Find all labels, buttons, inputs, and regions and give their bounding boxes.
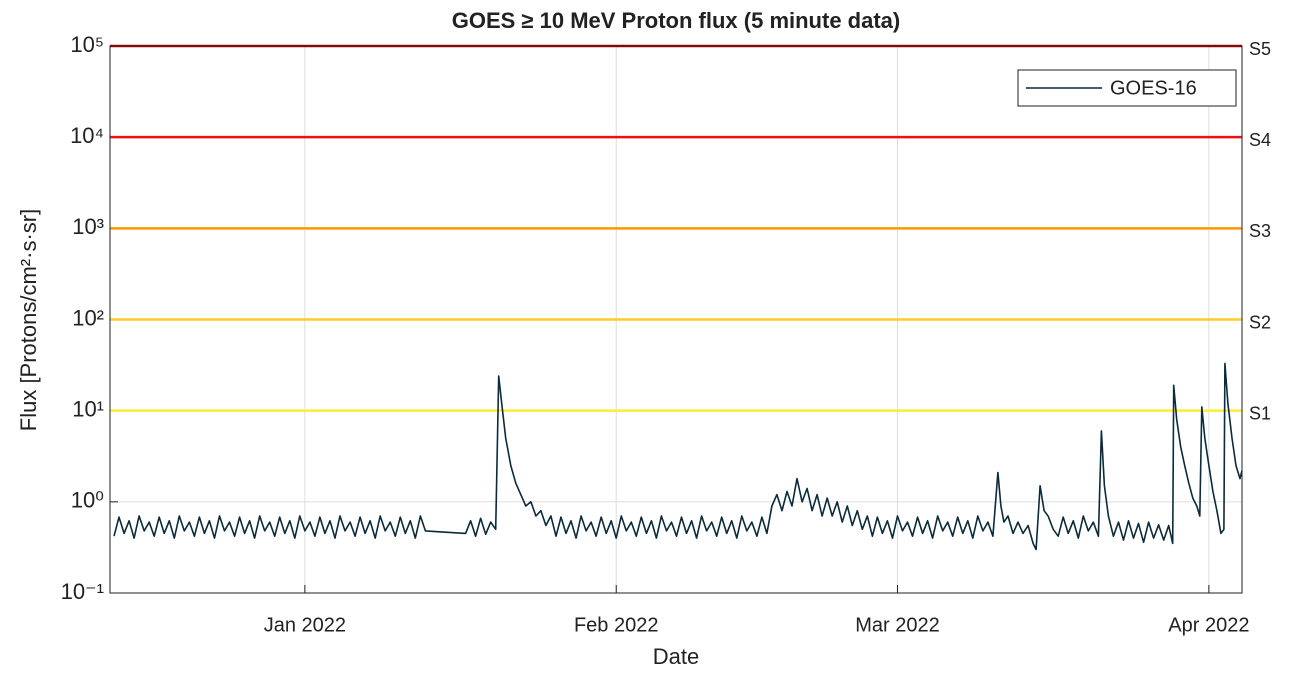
threshold-label: S5 bbox=[1249, 39, 1271, 59]
x-axis-label: Date bbox=[653, 644, 699, 669]
y-tick-label: 10¹ bbox=[72, 396, 104, 421]
y-tick-label: 10⁵ bbox=[70, 32, 104, 57]
x-tick-label: Jan 2022 bbox=[264, 614, 346, 636]
y-tick-label: 10⁴ bbox=[70, 123, 104, 148]
x-tick-label: Apr 2022 bbox=[1168, 614, 1249, 636]
threshold-label: S1 bbox=[1249, 403, 1271, 423]
x-tick-label: Feb 2022 bbox=[574, 614, 659, 636]
legend-label: GOES-16 bbox=[1110, 77, 1197, 99]
x-tick-label: Mar 2022 bbox=[855, 614, 940, 636]
y-tick-label: 10⁰ bbox=[71, 488, 104, 513]
y-tick-label: 10³ bbox=[72, 214, 104, 239]
plot-frame bbox=[109, 45, 1243, 594]
y-tick-label: 10⁻¹ bbox=[61, 579, 104, 604]
data-line bbox=[113, 362, 1243, 551]
threshold-label: S2 bbox=[1249, 312, 1271, 332]
threshold-label: S4 bbox=[1249, 130, 1271, 150]
y-axis-label: Flux [Protons/cm²·s·sr] bbox=[16, 209, 41, 431]
threshold-label: S3 bbox=[1249, 221, 1271, 241]
y-tick-label: 10² bbox=[72, 305, 104, 330]
chart-title: GOES ≥ 10 MeV Proton flux (5 minute data… bbox=[452, 8, 900, 33]
